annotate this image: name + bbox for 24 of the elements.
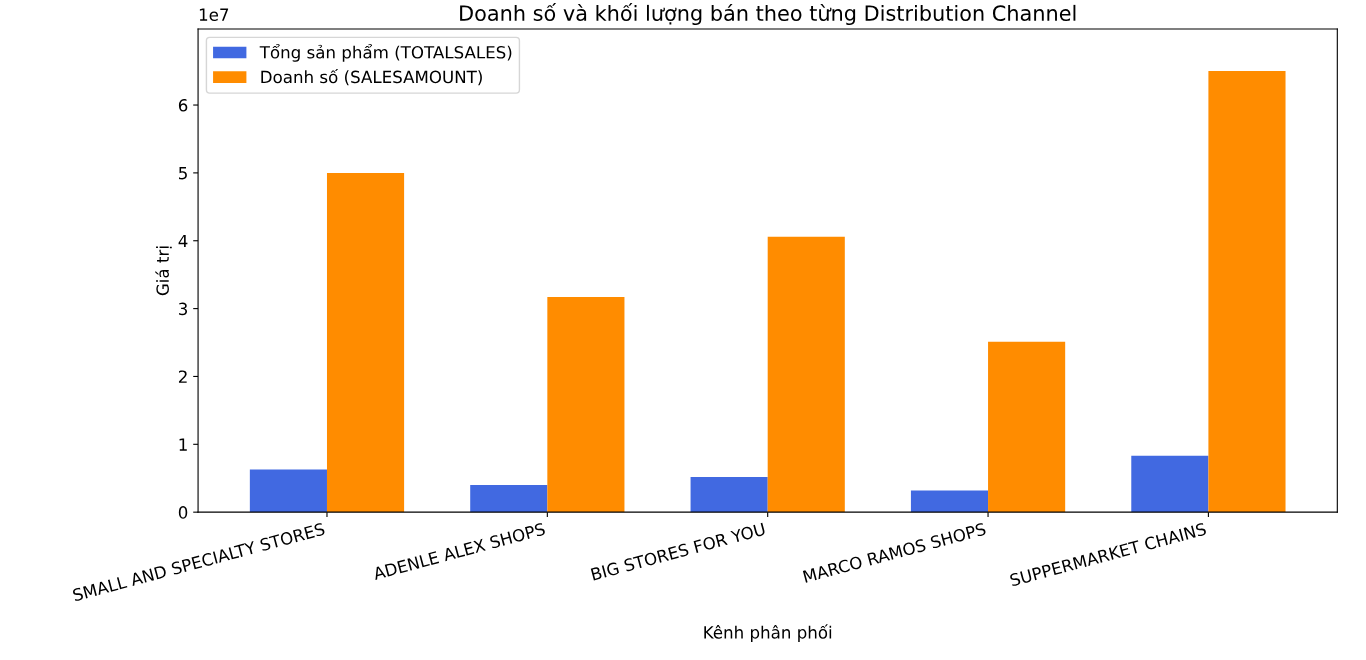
bar [1131,455,1209,513]
text: 1e7 [199,8,229,21]
bar [1208,71,1286,513]
y-tick-label: 0 [178,506,188,519]
y-tick-label: 2 [178,370,187,383]
chart-title: Doanh số và khối lượng bán theo từng Distribution Channel [460,3,1076,26]
bar [690,476,768,513]
x-axis-title: Kênh phân phối [704,624,832,642]
y-tick-label: 1 [179,438,187,451]
y-tick-label: 4 [178,234,188,248]
bar [547,297,625,513]
bar [767,236,845,513]
legend-label: Doanh số (SALESAMOUNT) [261,68,482,86]
y-tick-label: 6 [178,99,188,112]
bar [249,469,327,513]
y-tick-label: 5 [179,167,187,180]
bar [470,485,548,513]
y-axis-title: Giá trị [155,246,172,296]
bar [326,172,405,513]
x-tick-label: MARCO RAMOS SHOPS [802,522,987,583]
y-tick-label: 3 [179,302,188,316]
bar [910,490,989,513]
bar [988,341,1066,513]
legend-label: Tổng sản phẩm (TOTALSALES) [259,44,512,62]
